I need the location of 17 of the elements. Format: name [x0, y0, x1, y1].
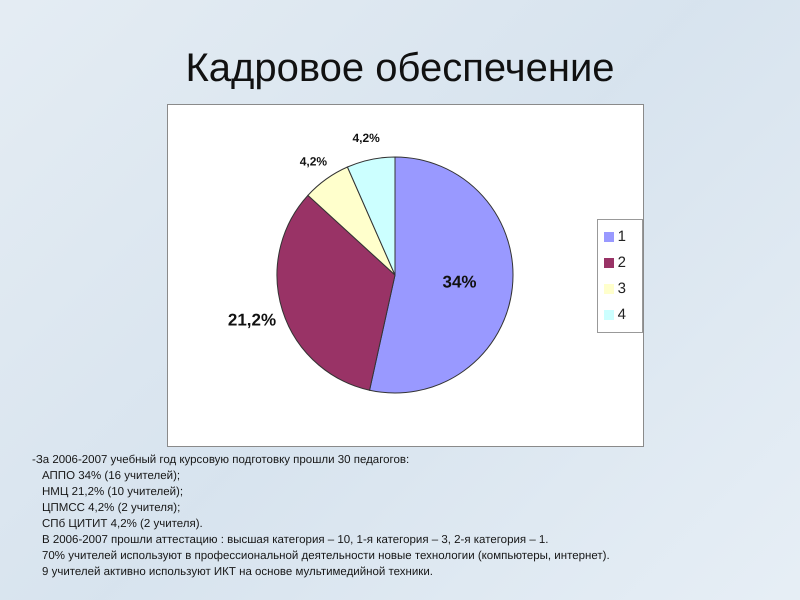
data-label: 21,2% [228, 310, 276, 330]
text: 70% учителей используют в профессиональной деятельности новые технологии (компьютеры, интернет). [41, 549, 611, 564]
text: АППО 34% (16 учителей); [41, 469, 182, 484]
chart-title: Кадровое обеспечение [184, 45, 616, 92]
text: В 2006-2007 прошли аттестацию : высшая категория – 10, 1-я категория – 3, 2-я категория – 1. [41, 533, 550, 548]
legend-label: 4 [618, 306, 626, 322]
text: ЦПМСС 4,2% (2 учителя); [41, 501, 182, 516]
text: НМЦ 21,2% (10 учителей); [41, 485, 184, 500]
legend-label: 3 [618, 280, 626, 296]
text: 9 учителей активно используют ИКТ на основе мультимедийной техники. [41, 565, 434, 580]
data-label: 4,2% [352, 131, 380, 145]
text: СПб ЦИТИТ 4,2% (2 учителя). [41, 517, 204, 532]
legend-label: 1 [618, 228, 626, 244]
legend-label: 2 [618, 254, 626, 270]
text: -За 2006-2007 учебный год курсовую подготовку прошли 30 педагогов: [32, 453, 410, 468]
data-label: 34% [442, 272, 477, 292]
data-label: 4,2% [300, 154, 328, 168]
